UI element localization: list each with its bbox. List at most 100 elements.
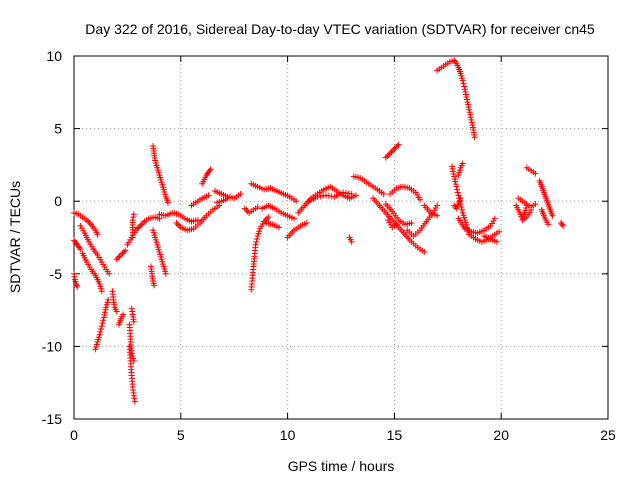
- series-s44: [455, 160, 466, 179]
- data-point: [491, 215, 498, 222]
- data-point: [303, 219, 310, 226]
- data-point: [380, 190, 387, 197]
- data-point: [100, 317, 107, 324]
- data-point: [388, 148, 395, 155]
- data-point: [98, 325, 105, 332]
- data-point: [174, 221, 181, 228]
- data-point: [452, 178, 459, 185]
- y-tick-label: -10: [42, 338, 62, 354]
- x-tick-label: 0: [70, 427, 78, 443]
- data-point: [135, 224, 142, 231]
- data-point: [276, 224, 283, 231]
- grid-layer: [74, 56, 608, 419]
- data-point: [467, 111, 474, 118]
- data-point: [206, 167, 213, 174]
- data-point: [226, 193, 233, 200]
- data-point: [74, 283, 81, 290]
- series-s21: [188, 192, 212, 209]
- data-point: [462, 91, 469, 98]
- data-point: [129, 308, 136, 315]
- y-tick-label: 10: [46, 48, 62, 64]
- series-s3: [71, 209, 101, 238]
- y-tick-label: 5: [54, 121, 62, 137]
- data-point: [151, 282, 158, 289]
- series-s28: [263, 219, 283, 231]
- series-s8: [115, 311, 127, 328]
- series-s52: [536, 177, 556, 219]
- data-point: [417, 196, 424, 203]
- data-point: [122, 247, 129, 254]
- data-point: [130, 211, 137, 218]
- data-point: [76, 244, 83, 251]
- data-point: [467, 114, 474, 121]
- series-s1: [71, 237, 84, 253]
- data-point: [471, 134, 478, 141]
- data-point: [77, 246, 84, 253]
- series-s12: [126, 321, 137, 364]
- data-point: [394, 143, 401, 150]
- data-point: [164, 199, 171, 206]
- data-point: [243, 206, 250, 213]
- data-point: [291, 215, 298, 222]
- y-axis-label: SDTVAR / TECUs: [7, 181, 23, 293]
- y-tick-label: 0: [54, 193, 62, 209]
- series-s43: [451, 195, 464, 212]
- data-point: [459, 77, 466, 84]
- data-point: [545, 221, 552, 228]
- data-point: [71, 270, 77, 277]
- series-s54: [558, 219, 567, 229]
- series-s10: [124, 214, 163, 248]
- data-point: [99, 320, 106, 327]
- series-s4: [77, 222, 113, 277]
- data-point: [252, 241, 259, 248]
- data-point: [559, 221, 566, 228]
- data-point: [461, 83, 468, 90]
- series-s36: [384, 217, 400, 231]
- data-point: [73, 280, 80, 287]
- data-point: [97, 328, 104, 335]
- tick-layer: 0 5 10 15 20 25 10 5 0 -5 -10 -15: [42, 48, 616, 443]
- series-s25: [248, 180, 300, 205]
- data-point: [382, 154, 389, 161]
- series-s9: [113, 247, 129, 263]
- series-s34: [370, 195, 428, 256]
- data-point: [352, 192, 359, 199]
- data-point: [117, 251, 124, 258]
- data-point: [454, 186, 461, 193]
- points-layer: [71, 57, 567, 405]
- data-point: [464, 96, 471, 103]
- data-point: [450, 170, 457, 177]
- y-tick-label: -5: [50, 266, 63, 282]
- data-point: [85, 218, 92, 225]
- data-point: [120, 249, 127, 256]
- series-s35: [382, 201, 415, 228]
- series-s29: [284, 219, 310, 241]
- series-s5: [79, 250, 105, 295]
- data-point: [459, 160, 466, 167]
- data-point: [469, 124, 476, 131]
- series-s30: [295, 183, 359, 216]
- data-point: [113, 308, 120, 315]
- data-point: [205, 192, 212, 199]
- series-s50: [523, 164, 539, 177]
- data-point: [421, 249, 428, 256]
- data-point: [462, 88, 469, 95]
- series-s20: [199, 166, 214, 187]
- data-point: [116, 253, 123, 260]
- data-point: [73, 282, 80, 289]
- data-point: [105, 296, 112, 303]
- data-point: [137, 222, 144, 229]
- series-s45: [455, 215, 498, 237]
- data-point: [120, 311, 127, 318]
- data-point: [71, 273, 78, 280]
- data-point: [392, 144, 399, 151]
- data-point: [395, 141, 402, 148]
- series-s41: [434, 57, 478, 141]
- data-point: [86, 219, 93, 226]
- data-point: [100, 314, 107, 321]
- data-point: [176, 222, 183, 229]
- data-point: [94, 231, 101, 238]
- series-s2: [71, 270, 81, 290]
